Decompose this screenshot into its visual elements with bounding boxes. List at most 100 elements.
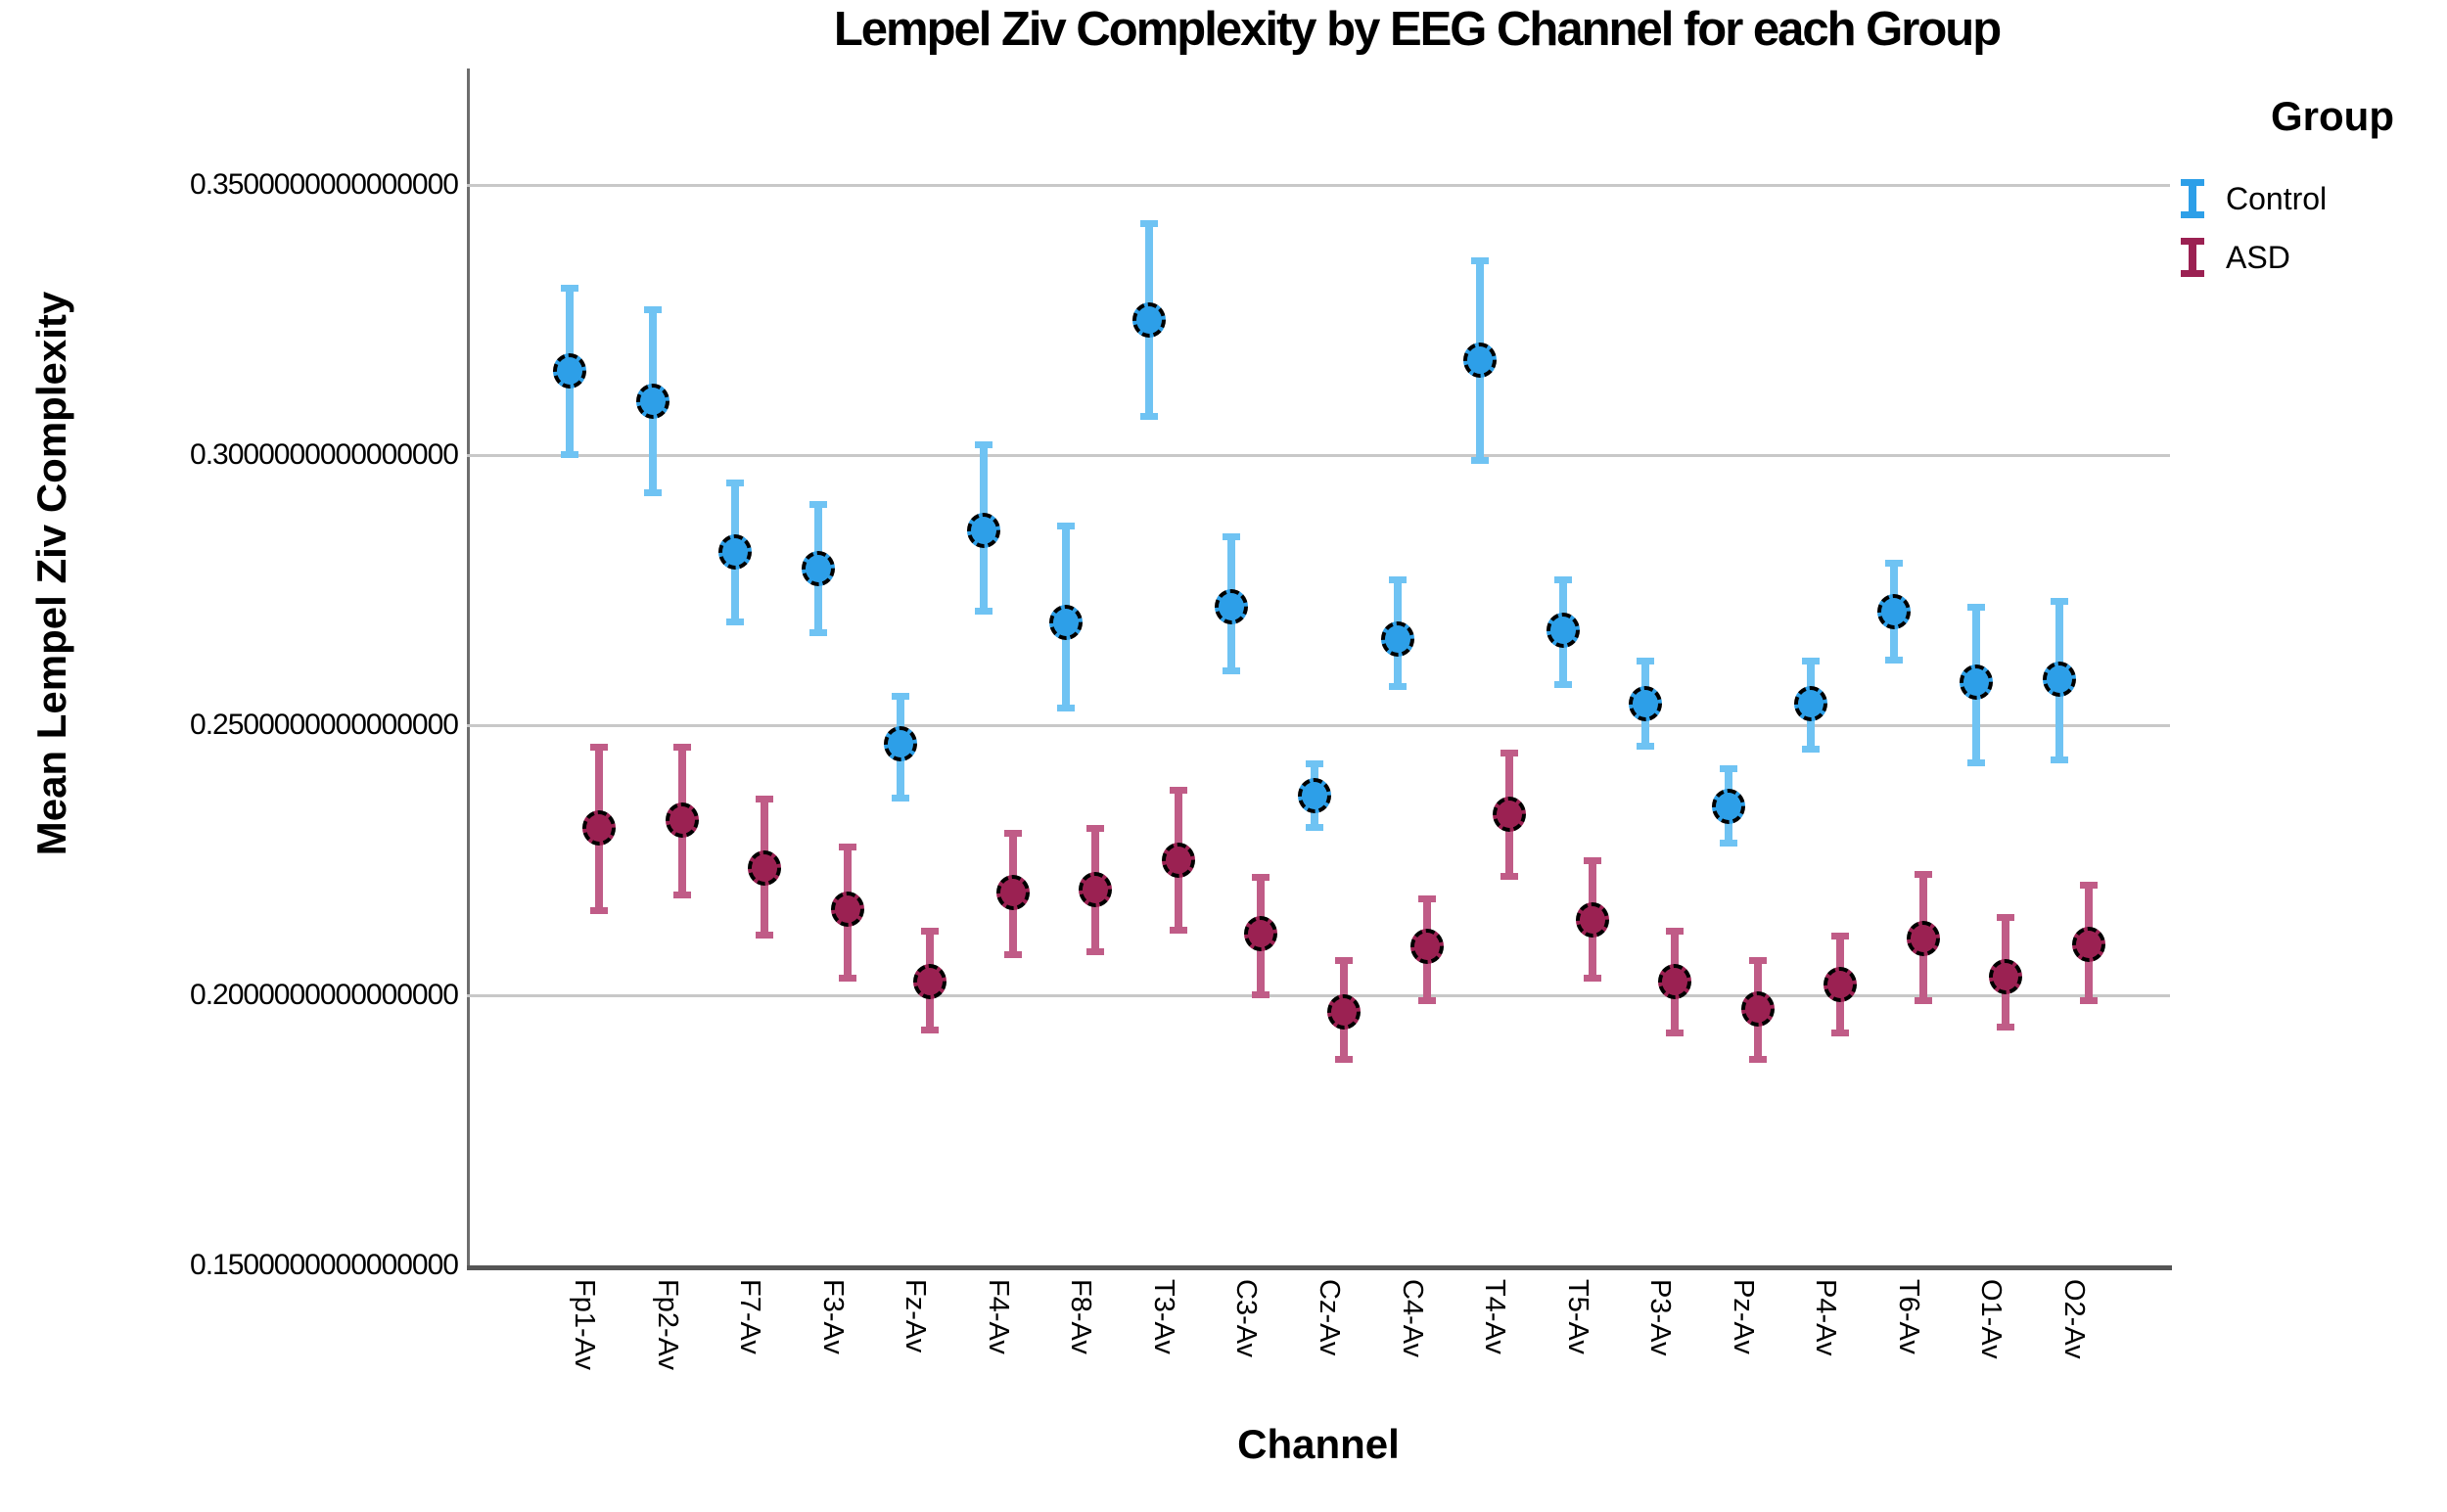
x-tick-label: P3-Av <box>1644 1279 1677 1356</box>
mean-dot-control <box>1463 343 1498 379</box>
error-bar-cap-top <box>1802 657 1821 664</box>
error-bar-cap-bottom <box>1003 950 1022 958</box>
error-bar-cap-top <box>1914 870 1932 878</box>
error-bar-cap-bottom <box>590 907 608 915</box>
mean-dot-control <box>1629 685 1663 721</box>
error-bar-cap-top <box>1748 957 1767 965</box>
error-bar-cap-top <box>1139 219 1158 227</box>
mean-dot-control <box>1131 302 1166 338</box>
mean-dot-control <box>1960 664 1994 700</box>
mean-dot-asd <box>1575 901 1609 938</box>
error-bar-cap-bottom <box>1305 823 1323 831</box>
mean-dot-asd <box>1658 964 1692 1000</box>
mean-dot-control <box>1711 788 1745 824</box>
error-bar-cap-bottom <box>1223 666 1241 674</box>
x-tick-label: C4-Av <box>1396 1279 1428 1358</box>
error-bar-cap-bottom <box>1583 975 1601 983</box>
error-bar-cap-bottom <box>1802 745 1821 753</box>
error-bar-cap-top <box>1471 257 1490 265</box>
error-bar-cap-bottom <box>1086 947 1105 955</box>
error-bar-cap-top <box>1003 830 1022 838</box>
y-tick-label: 0.2500000000000000 <box>190 709 459 741</box>
gridline <box>467 454 2170 457</box>
mean-dot-control <box>1297 777 1331 813</box>
error-bar-cap-bottom <box>1388 683 1407 691</box>
error-bar-cap-bottom <box>1637 743 1655 751</box>
error-bar-cap-bottom <box>974 608 993 616</box>
gridline <box>467 724 2170 727</box>
x-tick-label: O1-Av <box>1975 1279 2008 1359</box>
error-bar-cap-bottom <box>1997 1024 2015 1031</box>
x-tick-label: Fz-Av <box>900 1279 932 1353</box>
error-bar-cap-bottom <box>1139 413 1158 421</box>
error-bar-cap-bottom <box>1553 680 1572 688</box>
mean-dot-control <box>1876 594 1911 630</box>
x-tick-label: P4-Av <box>1810 1279 1842 1356</box>
error-bar-cap-top <box>1057 522 1076 529</box>
error-bar-cap-top <box>838 844 856 851</box>
mean-dot-asd <box>748 850 782 887</box>
error-bar-cap-bottom <box>756 932 774 939</box>
error-bar-cap-bottom <box>1169 926 1187 934</box>
mean-dot-control <box>718 534 753 571</box>
legend-item-label: Control <box>2226 180 2328 216</box>
y-tick-label: 0.1500000000000000 <box>190 1249 459 1281</box>
x-tick-label: Fp2-Av <box>651 1279 683 1370</box>
y-axis-line <box>467 69 470 1268</box>
error-bar-cap-bottom <box>838 975 856 983</box>
mean-dot-control <box>1380 620 1414 657</box>
mean-dot-asd <box>1326 993 1361 1030</box>
mean-dot-asd <box>830 891 864 927</box>
error-bar-cap-top <box>561 284 578 292</box>
error-bar-cap-top <box>1305 759 1323 767</box>
mean-dot-asd <box>1409 929 1444 965</box>
gridline <box>467 184 2170 187</box>
error-bar-cap-top <box>1997 913 2015 921</box>
error-bar-cap-top <box>1719 765 1737 773</box>
mean-dot-control <box>1546 613 1580 649</box>
error-bar-cap-top <box>974 440 993 448</box>
error-bar-cap-top <box>1252 873 1270 881</box>
error-bar-cap-bottom <box>643 488 662 496</box>
error-bar-cap-top <box>921 927 940 935</box>
y-tick-label: 0.3000000000000000 <box>190 438 459 471</box>
legend-item-asd: ASD <box>2181 238 2290 277</box>
legend-title: Group <box>2271 93 2394 139</box>
error-bar-cap-top <box>1501 749 1519 756</box>
x-tick-label: Fp1-Av <box>569 1279 600 1370</box>
x-tick-label: T4-Av <box>1479 1279 1511 1354</box>
error-bar-cap-top <box>1553 575 1572 583</box>
legend-item-label: ASD <box>2226 239 2290 275</box>
x-tick-label: C3-Av <box>1230 1279 1263 1358</box>
error-bar-cap-bottom <box>1252 991 1270 998</box>
chart-title: Lempel Ziv Complexity by EEG Channel for… <box>833 3 2002 56</box>
error-bar-cap-bottom <box>1471 456 1490 464</box>
x-axis-label: Channel <box>1237 1421 1400 1467</box>
mean-dot-control <box>1049 605 1084 641</box>
error-bar-cap-top <box>756 795 774 802</box>
error-bar-cap-top <box>1086 824 1105 832</box>
error-bar-cap-bottom <box>2050 756 2068 763</box>
mean-dot-asd <box>1493 797 1527 833</box>
mean-dot-asd <box>1079 872 1113 908</box>
error-bar-cap-bottom <box>672 891 691 898</box>
mean-dot-asd <box>582 809 616 846</box>
x-tick-label: Pz-Av <box>1727 1279 1759 1354</box>
mean-dot-asd <box>995 875 1030 911</box>
error-bar-cap-bottom <box>1417 996 1436 1004</box>
mean-dot-asd <box>2071 926 2105 962</box>
error-bar-cap-bottom <box>1967 758 1986 766</box>
mean-dot-asd <box>1906 921 1940 957</box>
error-bar-cap-bottom <box>892 794 910 802</box>
y-tick-label: 0.2000000000000000 <box>190 979 459 1011</box>
error-bar-cap-bottom <box>561 451 578 458</box>
error-bar-cap-top <box>892 692 910 700</box>
mean-dot-control <box>1794 685 1828 721</box>
x-tick-label: Cz-Av <box>1313 1279 1345 1356</box>
error-bar-cap-top <box>672 744 691 752</box>
mean-dot-control <box>801 550 835 586</box>
mean-dot-asd <box>1244 915 1278 951</box>
x-tick-label: F8-Av <box>1065 1279 1097 1354</box>
error-bar-cap-bottom <box>1057 705 1076 712</box>
